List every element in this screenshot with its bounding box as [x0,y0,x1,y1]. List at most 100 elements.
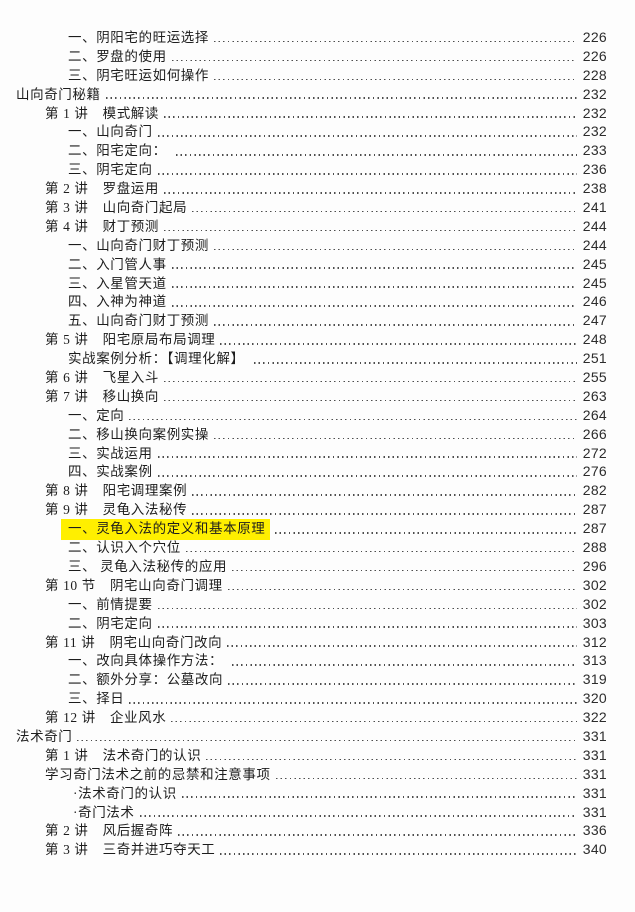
toc-row: 三、入星管天道 245 [0,274,607,293]
toc-entry-title: 三、实战运用 [68,445,153,461]
dot-leader [181,796,577,799]
toc-row: 二、移山换向案例实操 266 [0,425,607,444]
toc-entry-page-number: 247 [582,312,607,329]
toc-entry-page-number: 245 [582,274,607,291]
toc-entry-title: 第 2 讲 罗盘运用 [45,181,159,197]
dot-leader [214,40,577,43]
toc-entry-page-number: 302 [582,576,607,593]
toc-entry-title: 二、阴宅定向 [68,615,153,631]
dot-leader [164,399,577,402]
dot-leader [157,135,577,137]
toc-row: 第 5 讲 阳宅原局布局调理 248 [0,330,607,349]
toc-entry-title: 法术奇门 [16,728,73,744]
toc-row: 一、前情提要 302 [0,595,607,614]
toc-entry-title: 学习奇门法术之前的忌禁和注意事项 [45,766,271,782]
toc-entry-title: 一、前情提要 [68,596,153,612]
toc-row: 一、阴阳宅的旺运选择 226 [0,28,607,47]
toc-row: 三、实战运用 272 [0,444,607,463]
dot-leader [253,361,577,364]
toc-entry-page-number: 287 [582,520,607,537]
dot-leader [157,456,577,458]
dot-leader [157,173,577,175]
toc-row: 一、山向奇门财丁预测 244 [0,236,607,255]
toc-entry-page-number: 263 [582,387,607,404]
toc-entry-page-number: 238 [582,180,607,197]
toc-entry-page-number: 288 [582,539,607,556]
dot-leader [275,777,577,780]
toc-entry-title: 实战案例分析：【调理化解】 [68,351,249,367]
toc-entry-page-number: 266 [582,425,607,442]
dot-leader [157,626,577,628]
toc-entry-title: 第 4 讲 财丁预测 [45,218,159,234]
toc-row: 二、阳宅定向： 233 [0,141,607,160]
toc-entry-page-number: 248 [582,331,607,348]
toc-entry-title: 二、阳宅定向： [68,143,171,159]
toc-row: 二、认识入个穴位 288 [0,538,607,557]
dot-leader [164,191,577,194]
dot-leader [185,550,577,553]
toc-entry-page-number: 232 [582,104,607,121]
toc-row: 法术奇门 331 [0,727,607,746]
dot-leader [275,531,577,534]
toc-entry-page-number: 331 [582,784,607,801]
toc-entry-title: 第 9 讲 灵龟入法秘传 [45,502,188,518]
toc-entry-title: 四、入神为神道 [68,294,167,310]
toc-row: 第 7 讲 移山换向 263 [0,387,607,406]
dot-leader [192,513,577,515]
toc-row: 三、 灵龟入法秘传的应用 296 [0,557,607,576]
toc-entry-title: 一、定向 [68,407,125,423]
toc-row: 第 4 讲 财丁预测 244 [0,217,607,236]
toc-entry-page-number: 246 [582,293,607,310]
toc-entry-page-number: 340 [582,841,607,858]
dot-leader [171,286,577,288]
toc-entry-title: 山向奇门秘籍 [16,86,101,102]
dot-leader [164,380,577,383]
dot-leader [220,343,577,345]
dot-leader [157,475,577,477]
toc-row: 第 9 讲 灵龟入法秘传 287 [0,500,607,519]
toc-entry-page-number: 313 [582,652,607,669]
toc-entry-page-number: 276 [582,463,607,480]
toc-entry-title: 第 5 讲 阳宅原局布局调理 [45,332,216,348]
toc-entry-title: 二、罗盘的使用 [68,48,167,64]
toc-row: 三、阴宅旺运如何操作 228 [0,66,607,85]
dot-leader [228,683,577,685]
toc-row: 一、山向奇门 232 [0,122,607,141]
toc-entry-title-highlighted: 一、灵龟入法的定义和基本原理 [61,519,271,541]
dot-leader [232,569,577,572]
toc-entry-page-number: 236 [582,161,607,178]
dot-leader [164,229,577,232]
toc-row: 五、山向奇门财丁预测 247 [0,311,607,330]
toc-entry-page-number: 251 [582,350,607,367]
toc-entry-title: 一、阴阳宅的旺运选择 [68,30,209,45]
toc-entry-title: 第 1 讲 法术奇门的认识 [45,747,202,763]
dot-leader [192,210,577,213]
toc-entry-title: 五、山向奇门财丁预测 [68,313,209,329]
toc-entry-title: 第 7 讲 移山换向 [45,388,159,404]
toc-entry-title: 第 3 讲 三奇并进巧夺天工 [45,842,216,858]
toc-row: 第 2 讲 罗盘运用 238 [0,179,607,198]
dot-leader [164,116,577,118]
toc-row: 山向奇门秘籍 232 [0,85,607,104]
toc-row: ·奇门法术 331 [0,803,607,822]
toc-row: 第 3 讲 山向奇门起局 241 [0,198,607,217]
toc-row: 二、阴宅定向 303 [0,614,607,633]
toc-entry-title: 一、山向奇门财丁预测 [68,237,209,253]
dot-leader [129,701,577,704]
toc-entry-page-number: 320 [582,690,607,707]
toc-entry-page-number: 331 [582,803,607,820]
toc-entry-title: 二、移山换向案例实操 [68,426,209,442]
toc-entry-title: 第 10 节 阴宅山向奇门调理 [45,577,223,593]
toc-entry-page-number: 331 [582,727,607,744]
toc-entry-page-number: 331 [582,765,607,782]
toc-row: 一、改向具体操作方法： 313 [0,651,607,670]
toc-row: 第 1 讲 模式解读 232 [0,104,607,123]
toc-row: 第 2 讲 风后握奇阵 336 [0,821,607,840]
toc-row: 二、额外分享：公墓改向 319 [0,670,607,689]
dot-leader [178,834,577,836]
toc-entry-title: 二、入门管人事 [68,256,167,272]
dot-leader [175,154,577,156]
toc-entry-title: 第 6 讲 飞星入斗 [45,370,159,386]
toc-entry-title: 一、改向具体操作方法： [68,653,228,669]
toc-entry-page-number: 226 [582,47,607,64]
